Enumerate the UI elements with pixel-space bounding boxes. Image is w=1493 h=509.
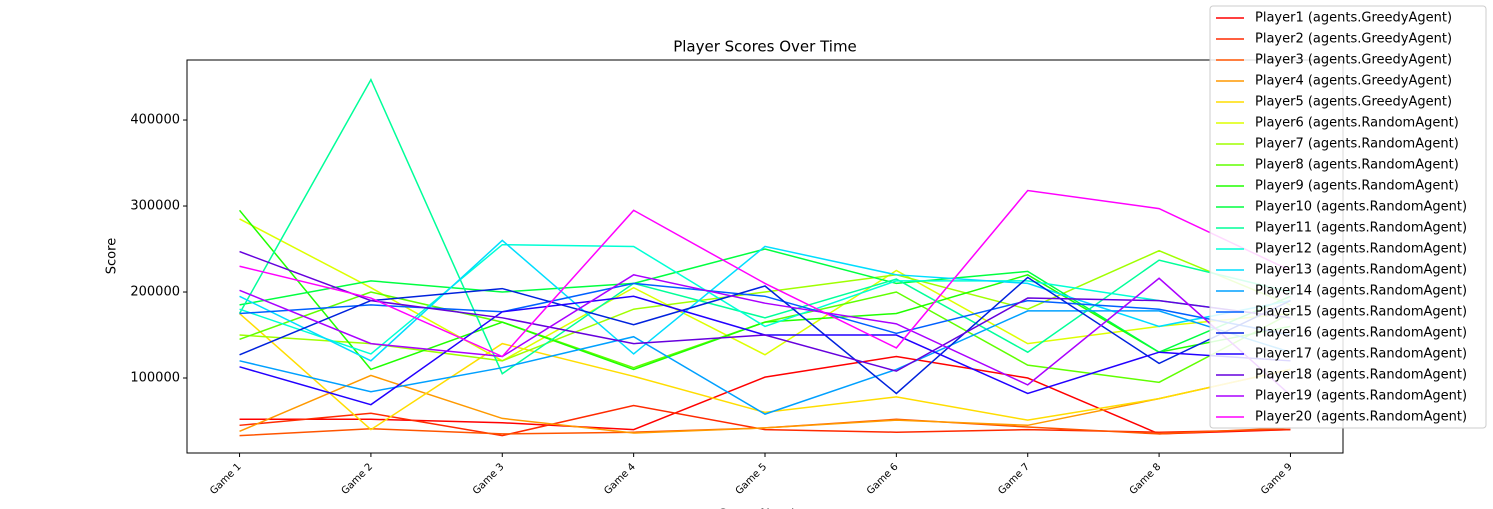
legend-label: Player6 (agents.RandomAgent) xyxy=(1255,116,1459,131)
x-tick-label: Game 9 xyxy=(1259,461,1295,497)
series-line xyxy=(239,249,1291,362)
x-tick-label: Game 8 xyxy=(1128,461,1164,497)
series-line xyxy=(239,248,1291,354)
legend-label: Player1 (agents.GreedyAgent) xyxy=(1255,11,1452,26)
series-line xyxy=(239,274,1291,396)
legend-label: Player11 (agents.RandomAgent) xyxy=(1255,221,1467,236)
series-line xyxy=(239,239,1291,362)
x-axis-label: Game Number xyxy=(717,508,813,509)
series-line xyxy=(238,209,1291,371)
plot-area xyxy=(186,59,1344,454)
legend-label: Player12 (agents.RandomAgent) xyxy=(1255,242,1467,257)
legend-label: Player20 (agents.RandomAgent) xyxy=(1255,410,1467,425)
legend-label: Player9 (agents.RandomAgent) xyxy=(1255,179,1459,194)
legend-label: Player8 (agents.RandomAgent) xyxy=(1255,158,1459,173)
y-tick-label: 200000 xyxy=(130,285,180,300)
x-tick-label: Game 1 xyxy=(208,461,244,497)
series-line xyxy=(238,77,1291,375)
legend-label: Player18 (agents.RandomAgent) xyxy=(1255,368,1467,383)
series-line xyxy=(239,276,1291,395)
legend-box xyxy=(1209,5,1487,429)
series-line xyxy=(239,250,1291,372)
series-line xyxy=(239,189,1291,358)
legend-label: Player17 (agents.RandomAgent) xyxy=(1255,347,1467,362)
chart-title: Player Scores Over Time xyxy=(673,38,857,56)
legend-label: Player7 (agents.RandomAgent) xyxy=(1255,137,1459,152)
legend-label: Player14 (agents.RandomAgent) xyxy=(1255,284,1467,299)
series-line xyxy=(239,295,1291,406)
legend-label: Player5 (agents.GreedyAgent) xyxy=(1255,95,1452,110)
x-tick-label: Game 6 xyxy=(865,461,901,497)
legend-label: Player16 (agents.RandomAgent) xyxy=(1255,326,1467,341)
x-tick-label: Game 5 xyxy=(734,461,770,497)
x-tick-label: Game 7 xyxy=(996,461,1032,497)
legend-label: Player13 (agents.RandomAgent) xyxy=(1255,263,1467,278)
series-line xyxy=(239,312,1291,431)
series-line xyxy=(239,310,1291,415)
y-axis-label: Score xyxy=(105,238,120,274)
series-line xyxy=(239,355,1291,435)
y-tick-label: 100000 xyxy=(130,371,180,386)
series-line xyxy=(239,218,1291,362)
series-line xyxy=(239,368,1291,434)
legend-label: Player3 (agents.GreedyAgent) xyxy=(1255,53,1452,68)
x-tick-label: Game 4 xyxy=(602,461,638,497)
series-line xyxy=(239,282,1291,336)
x-tick-label: Game 2 xyxy=(340,461,376,497)
y-tick-label: 400000 xyxy=(130,113,180,128)
legend-label: Player4 (agents.GreedyAgent) xyxy=(1255,74,1452,89)
legend-label: Player10 (agents.RandomAgent) xyxy=(1255,200,1467,215)
legend-label: Player2 (agents.GreedyAgent) xyxy=(1255,32,1452,47)
legend: Player1 (agents.GreedyAgent) Player2 (age… xyxy=(1209,5,1487,429)
y-tick-label: 300000 xyxy=(130,199,180,214)
x-tick-label: Game 3 xyxy=(471,461,507,497)
legend-label: Player19 (agents.RandomAgent) xyxy=(1255,389,1467,404)
legend-label: Player15 (agents.RandomAgent) xyxy=(1255,305,1467,320)
